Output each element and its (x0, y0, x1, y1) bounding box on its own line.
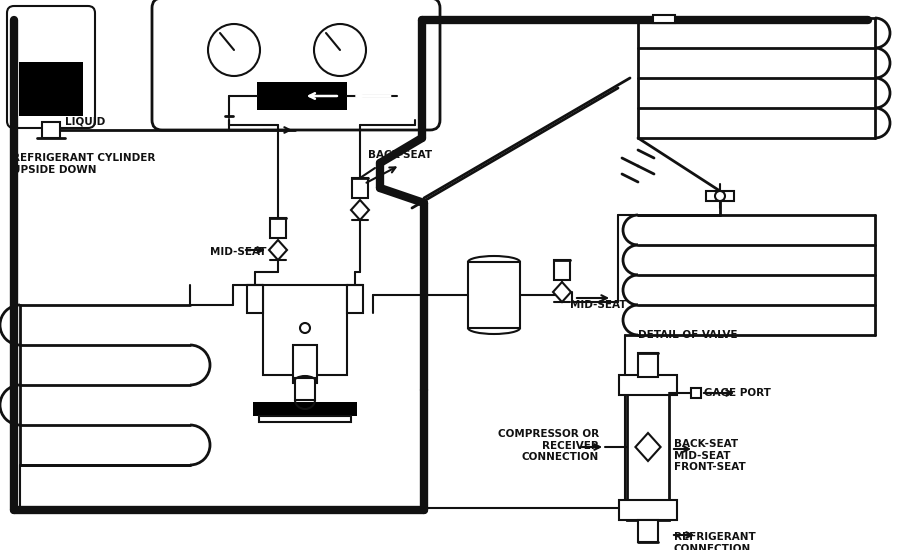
Text: MID-SEAT: MID-SEAT (210, 247, 267, 257)
Bar (259, 416, 351, 422)
Circle shape (208, 24, 260, 76)
Text: REFRIGERANT
CONNECTION: REFRIGERANT CONNECTION (674, 532, 756, 550)
Bar (653, 15, 675, 23)
Polygon shape (351, 200, 369, 220)
Bar (42, 122, 60, 138)
Circle shape (715, 191, 725, 201)
Bar (347, 285, 363, 313)
Text: LIQUID: LIQUID (65, 116, 105, 126)
Text: GAGE PORT: GAGE PORT (704, 388, 770, 398)
Bar (554, 260, 570, 280)
Bar (270, 218, 286, 238)
Bar (19, 62, 83, 116)
Bar (691, 388, 701, 398)
Text: MID-SEAT: MID-SEAT (570, 300, 627, 310)
Bar (247, 285, 263, 313)
Bar (638, 520, 658, 542)
Bar (619, 500, 677, 520)
Text: BACK-SEAT
MID-SEAT
FRONT-SEAT: BACK-SEAT MID-SEAT FRONT-SEAT (674, 439, 745, 472)
Bar (638, 353, 658, 377)
Bar (263, 285, 347, 375)
Polygon shape (553, 282, 571, 302)
FancyBboxPatch shape (152, 0, 440, 130)
Polygon shape (636, 433, 661, 461)
Circle shape (300, 323, 310, 333)
Text: REFRIGERANT CYLINDER
UPSIDE DOWN: REFRIGERANT CYLINDER UPSIDE DOWN (12, 153, 155, 174)
Polygon shape (269, 240, 287, 260)
Bar (293, 345, 317, 383)
Bar (706, 191, 734, 201)
Text: COMPRESSOR OR
RECEIVER
CONNECTION: COMPRESSOR OR RECEIVER CONNECTION (497, 429, 599, 462)
Bar (257, 82, 347, 110)
Bar (468, 262, 520, 328)
FancyBboxPatch shape (7, 6, 95, 128)
Text: DETAIL OF VALVE: DETAIL OF VALVE (638, 330, 737, 340)
Bar (619, 375, 677, 395)
Text: BACK-SEAT: BACK-SEAT (368, 150, 432, 160)
Bar (352, 178, 368, 198)
Bar (253, 402, 357, 416)
Bar (295, 378, 315, 400)
Circle shape (314, 24, 366, 76)
Bar (627, 375, 669, 520)
